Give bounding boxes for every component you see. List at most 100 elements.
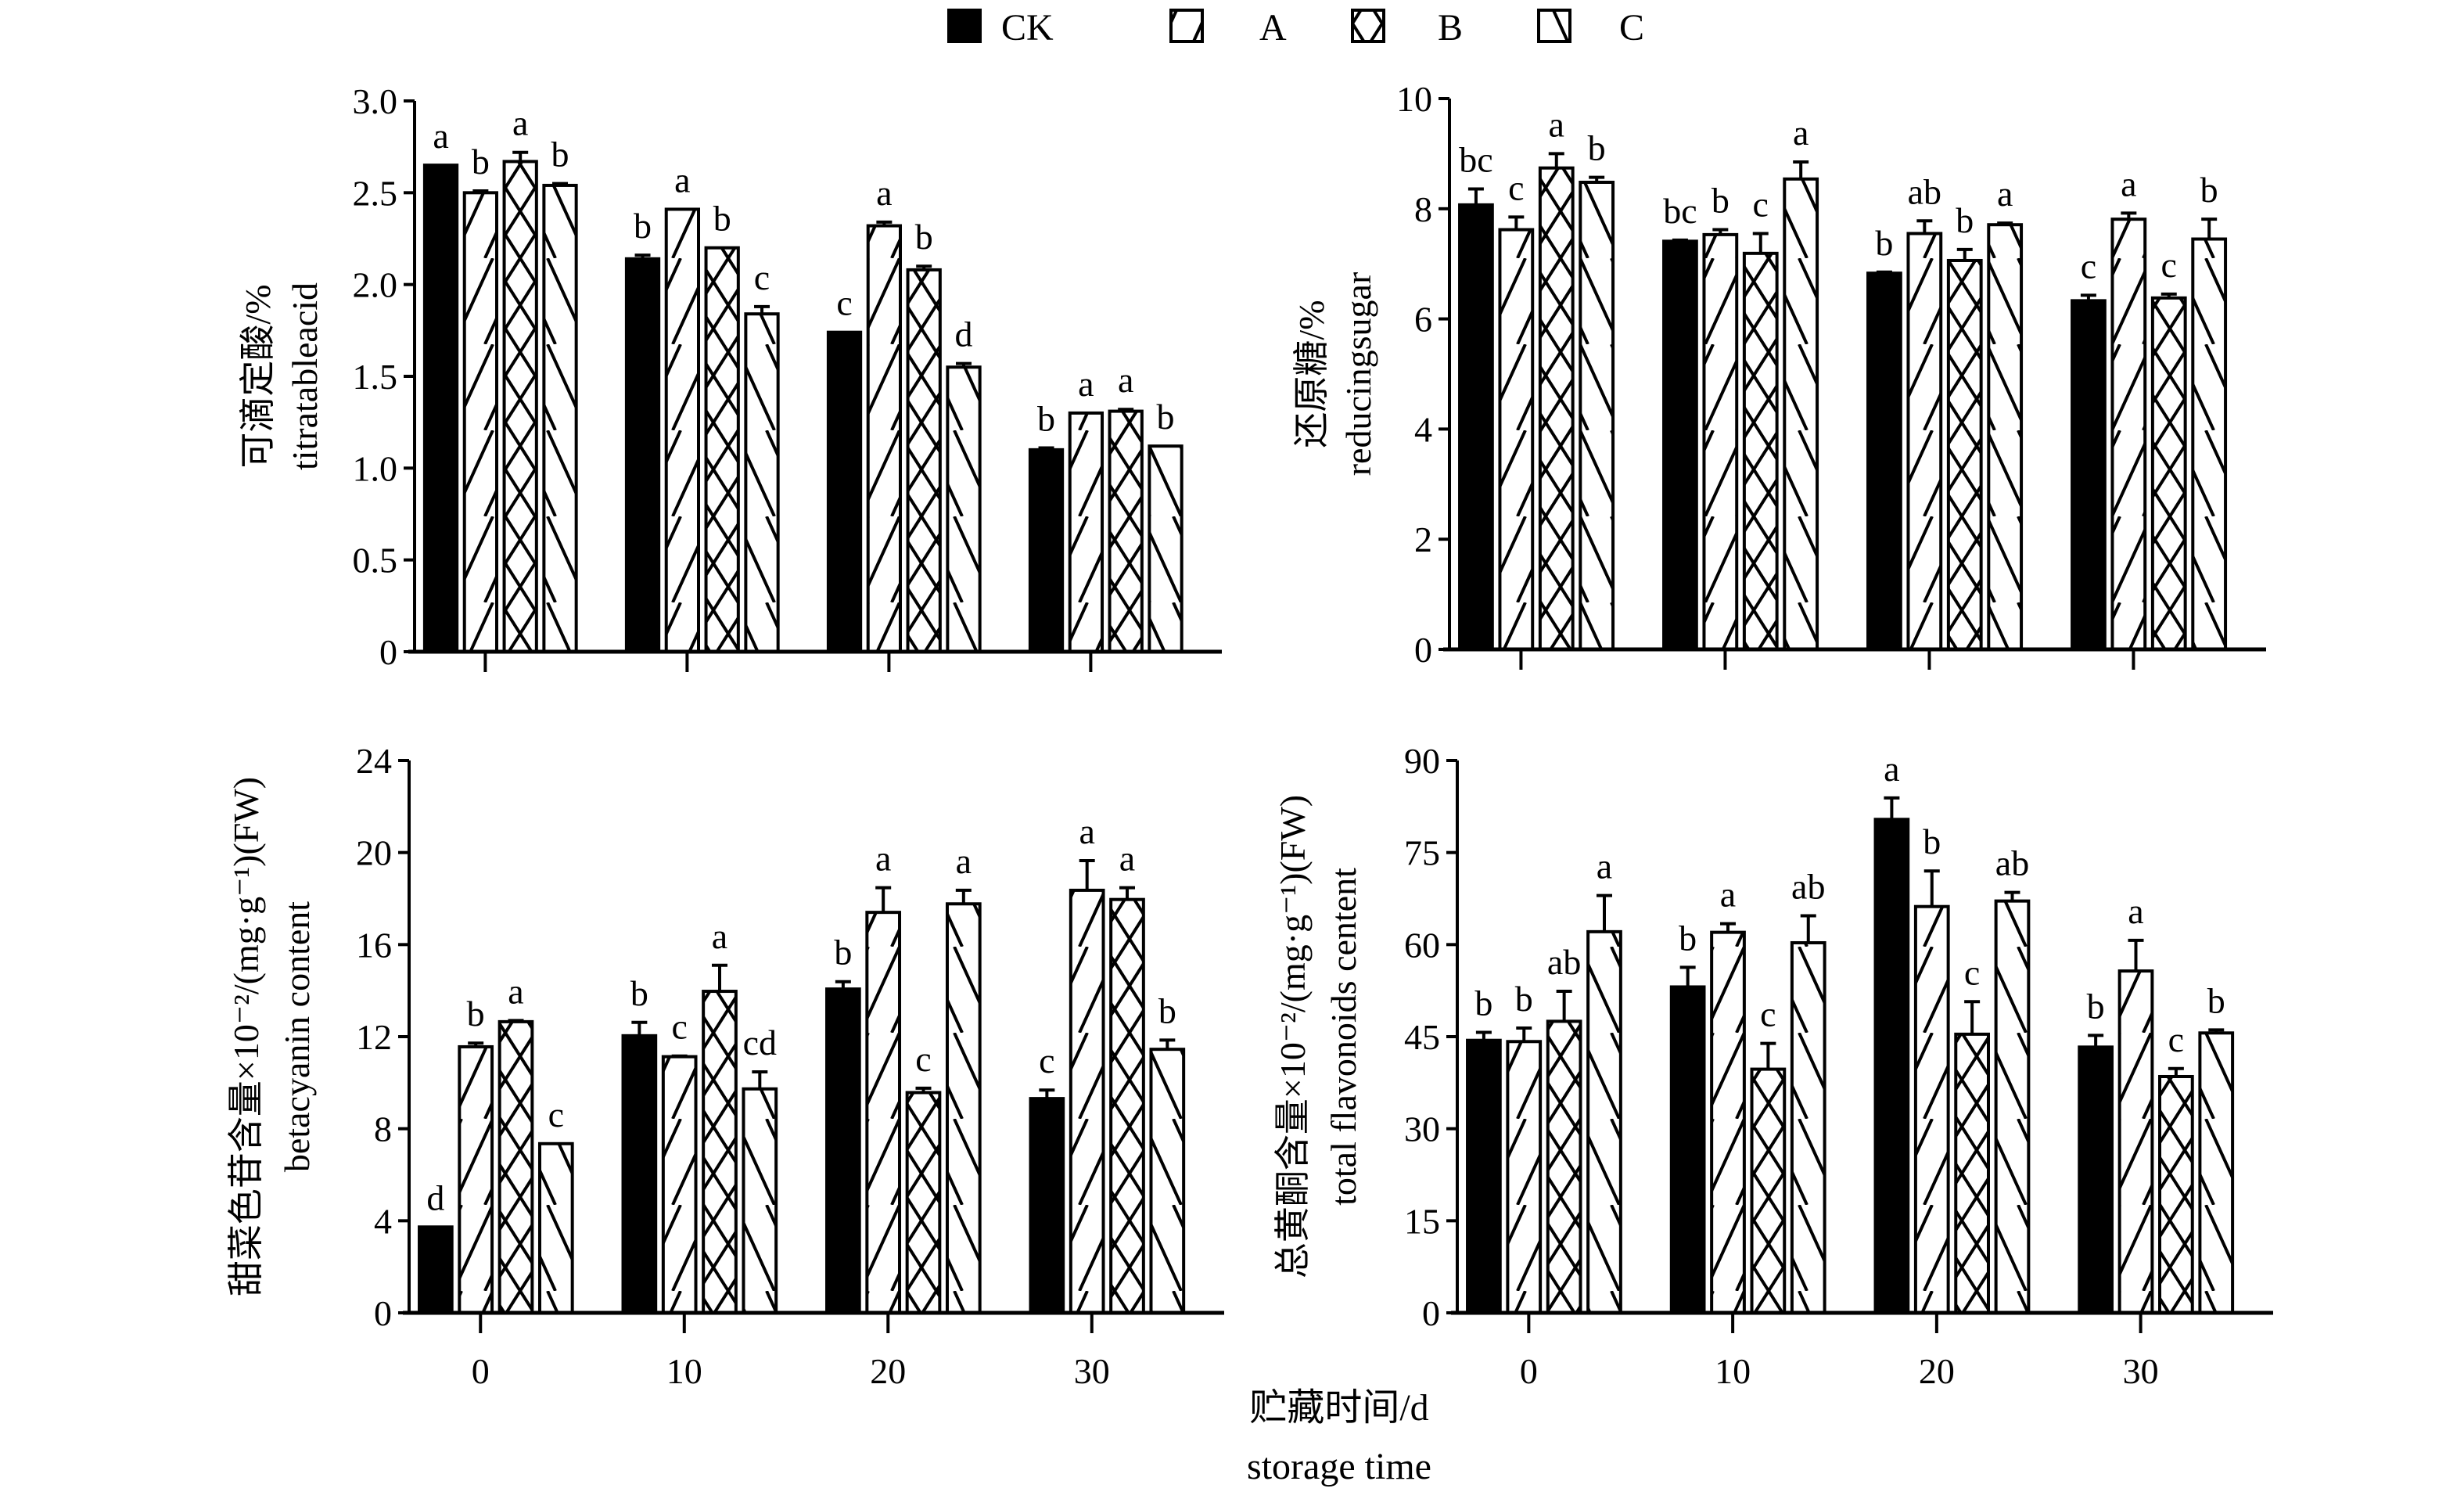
significance-label-a-day10: c <box>671 1007 687 1047</box>
bar-ck-day10 <box>621 1034 658 1315</box>
significance-label-b-day20: b <box>1956 200 1974 240</box>
legend-swatch-b <box>1351 9 1385 43</box>
bar-c-day20 <box>1987 223 2024 651</box>
bar-b-day20 <box>906 268 942 653</box>
significance-label-ck-day10: b <box>1679 918 1697 958</box>
bar-ck-day0 <box>418 1225 454 1315</box>
significance-label-ck-day0: d <box>426 1177 444 1217</box>
bar-a-day20 <box>865 911 902 1315</box>
significance-label-ck-day10: b <box>630 973 648 1013</box>
significance-label-a-day30: a <box>2128 891 2143 931</box>
bar-ck-day30 <box>1029 1097 1065 1315</box>
significance-label-a-day20: a <box>875 839 891 879</box>
y-tick-label: 8 <box>374 1109 392 1149</box>
bar-c-day10 <box>742 1087 778 1315</box>
y-tick-label: 2.5 <box>353 173 398 213</box>
y-tick-label: 8 <box>1414 189 1432 229</box>
bar-a-day20 <box>1913 904 1950 1314</box>
significance-label-ck-day30: c <box>1039 1041 1054 1080</box>
significance-label-c-day30: b <box>1157 397 1175 437</box>
significance-label-c-day10: ab <box>1791 866 1825 906</box>
bar-a-day10 <box>1710 930 1746 1314</box>
legend-swatch-a <box>1169 9 1204 43</box>
significance-label-ck-day0: a <box>433 116 448 156</box>
significance-label-b-day30: a <box>1118 360 1133 400</box>
y-axis-title-cn: 还原糖/% <box>1291 300 1331 448</box>
significance-label-b-day0: ab <box>1547 942 1581 982</box>
y-axis-title-en: titratableacid <box>285 282 325 470</box>
legend: CK A B C <box>947 7 1644 49</box>
panel-total-flavonoids: 0 15 30 45 60 75 90 总黄酮含量×10⁻²/(mg·g⁻¹)(FW) tota… <box>1273 741 2273 1391</box>
significance-label-b-day10: b <box>713 199 731 239</box>
significance-label-b-day30: a <box>1119 839 1135 879</box>
y-tick-label: 0 <box>379 632 397 672</box>
significance-label-ck-day0: b <box>1474 983 1492 1023</box>
bar-a-day10 <box>661 1055 698 1315</box>
significance-label-ck-day20: c <box>836 283 852 323</box>
y-tick-label: 45 <box>1404 1017 1440 1057</box>
y-axis-title-en: reducingsugar <box>1338 272 1378 476</box>
bar-ck-day0 <box>422 164 459 653</box>
bar-b-day0 <box>1538 166 1575 652</box>
x-tick-label: 30 <box>1074 1351 1110 1391</box>
significance-label-c-day30: b <box>1158 990 1176 1030</box>
y-axis-title-cn: 甜菜色苷含量×10⁻²/(mg·g⁻¹)(FW) <box>226 777 266 1296</box>
significance-label-b-day0: a <box>508 971 523 1011</box>
bar-a-day0 <box>1506 1040 1543 1314</box>
bar-b-day10 <box>702 990 738 1315</box>
significance-label-ck-day20: b <box>834 933 852 972</box>
legend-item-a: A <box>1169 7 1287 49</box>
bar-a-day10 <box>664 207 701 654</box>
significance-label-ck-day30: b <box>2087 986 2105 1026</box>
significance-label-b-day10: c <box>1760 994 1776 1034</box>
x-tick-label: 10 <box>1715 1351 1751 1391</box>
legend-item-b: B <box>1351 7 1463 49</box>
bar-c-day30 <box>1148 444 1184 653</box>
bar-c-day20 <box>946 365 982 653</box>
bar-ck-day0 <box>1458 203 1494 651</box>
significance-label-a-day30: a <box>2121 164 2136 203</box>
legend-label-ck: CK <box>1001 7 1054 49</box>
y-tick-label: 0 <box>1422 1293 1440 1333</box>
bar-b-day30 <box>1108 409 1144 653</box>
significance-label-a-day20: b <box>1923 821 1941 861</box>
y-tick-label: 75 <box>1404 833 1440 873</box>
legend-label-a: A <box>1259 7 1287 49</box>
bar-c-day0 <box>542 183 578 654</box>
bar-c-day20 <box>1994 899 2031 1315</box>
x-tick-label: 0 <box>1520 1351 1538 1391</box>
significance-label-c-day0: a <box>1597 847 1612 886</box>
y-axis-title-cn: 总黄酮含量×10⁻²/(mg·g⁻¹)(FW) <box>1273 795 1313 1278</box>
y-tick-label: 24 <box>356 741 392 781</box>
significance-label-b-day0: a <box>1549 104 1564 144</box>
bar-a-day0 <box>1498 228 1535 651</box>
significance-label-c-day10: a <box>1793 113 1808 153</box>
legend-item-ck: CK <box>947 7 1054 49</box>
significance-label-ck-day0: bc <box>1459 139 1492 179</box>
bar-c-day10 <box>744 312 780 653</box>
y-tick-label: 2 <box>1414 520 1432 559</box>
x-tick-label: 20 <box>870 1351 906 1391</box>
significance-label-c-day20: a <box>1997 174 2013 214</box>
bar-c-day0 <box>1586 929 1622 1314</box>
significance-label-ck-day10: bc <box>1663 191 1697 231</box>
significance-label-c-day0: c <box>548 1095 564 1134</box>
significance-label-a-day20: ab <box>1908 171 1941 211</box>
bar-c-day30 <box>2198 1031 2235 1314</box>
bar-b-day30 <box>2150 296 2187 651</box>
shared-xlabel-en: storage time <box>1247 1446 1431 1487</box>
significance-label-c-day0: b <box>551 135 569 174</box>
significance-label-c-day30: b <box>2200 170 2218 210</box>
bar-ck-day30 <box>2078 1045 2114 1315</box>
x-tick-label: 10 <box>666 1351 702 1391</box>
significance-label-a-day10: a <box>1720 875 1736 915</box>
y-tick-label: 6 <box>1414 300 1432 340</box>
bar-b-day10 <box>1742 251 1779 651</box>
bar-a-day20 <box>866 224 903 654</box>
significance-label-ck-day30: c <box>2081 246 2096 286</box>
significance-label-b-day30: c <box>2161 245 2177 285</box>
bar-c-day0 <box>537 1141 574 1314</box>
y-tick-label: 3.0 <box>353 81 398 121</box>
